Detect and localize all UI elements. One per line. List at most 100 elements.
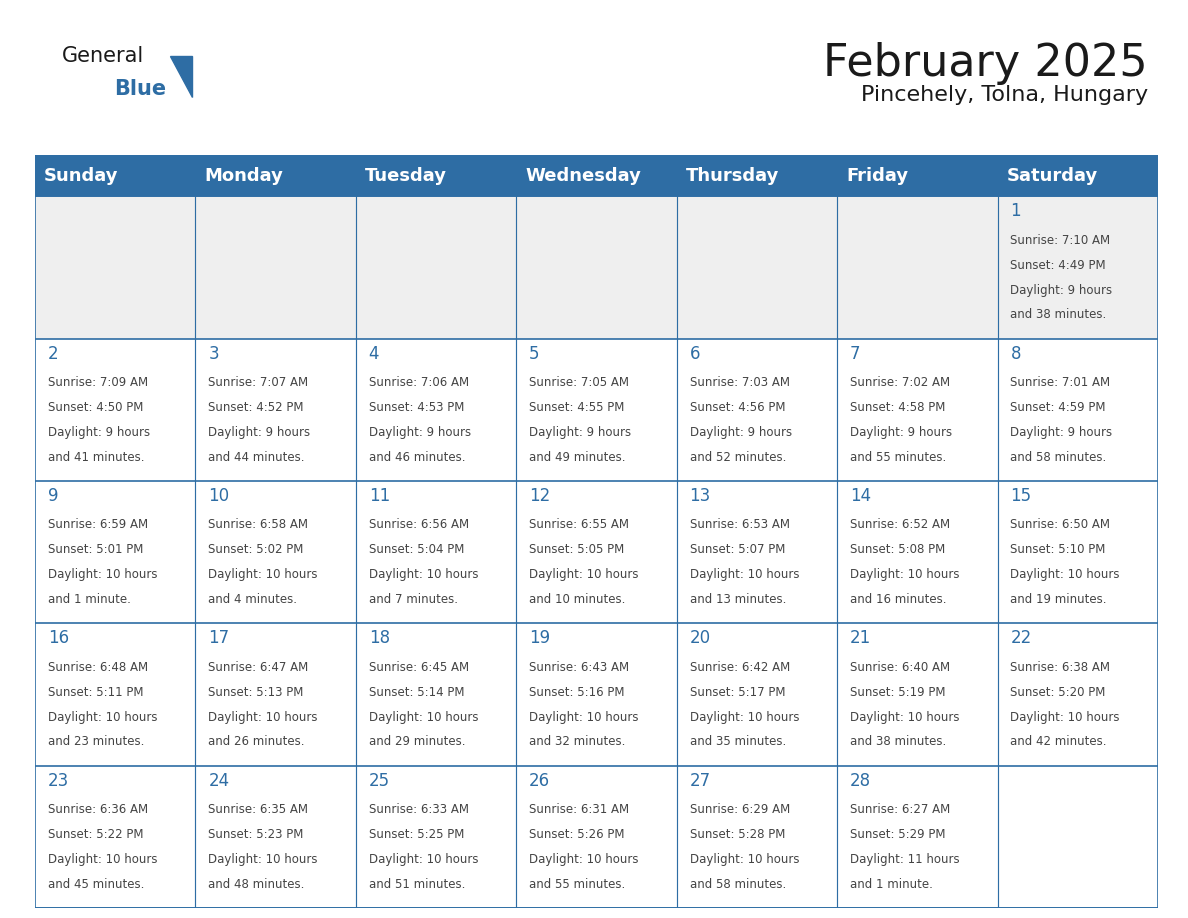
Bar	[998, 196, 1158, 339]
Text: Sunrise: 6:52 AM: Sunrise: 6:52 AM	[849, 519, 950, 532]
Text: and 52 minutes.: and 52 minutes.	[689, 451, 786, 464]
Text: Saturday: Saturday	[1006, 167, 1098, 185]
Text: Sunrise: 7:10 AM: Sunrise: 7:10 AM	[1011, 234, 1111, 247]
Text: Daylight: 10 hours: Daylight: 10 hours	[1011, 711, 1120, 723]
Text: 6: 6	[689, 345, 700, 363]
Text: 16: 16	[48, 630, 69, 647]
Text: Sunset: 5:04 PM: Sunset: 5:04 PM	[368, 543, 465, 556]
Bar	[196, 196, 356, 339]
Text: Sunrise: 7:07 AM: Sunrise: 7:07 AM	[208, 376, 309, 389]
Text: Daylight: 10 hours: Daylight: 10 hours	[368, 711, 479, 723]
Bar	[196, 623, 356, 766]
Text: and 23 minutes.: and 23 minutes.	[48, 735, 144, 748]
Text: Daylight: 9 hours: Daylight: 9 hours	[849, 426, 952, 439]
Bar	[677, 339, 838, 481]
Text: and 29 minutes.: and 29 minutes.	[368, 735, 466, 748]
Bar	[356, 623, 517, 766]
Text: Sunrise: 6:35 AM: Sunrise: 6:35 AM	[208, 803, 308, 816]
Text: Sunset: 4:50 PM: Sunset: 4:50 PM	[48, 401, 144, 414]
Bar	[34, 481, 196, 623]
Text: Daylight: 9 hours: Daylight: 9 hours	[208, 426, 310, 439]
Text: and 42 minutes.: and 42 minutes.	[1011, 735, 1107, 748]
Text: Sunrise: 6:59 AM: Sunrise: 6:59 AM	[48, 519, 148, 532]
Text: Daylight: 10 hours: Daylight: 10 hours	[48, 711, 157, 723]
Bar	[517, 623, 677, 766]
Text: Friday: Friday	[846, 167, 909, 185]
Bar	[838, 623, 998, 766]
Text: 12: 12	[529, 487, 550, 505]
Text: 18: 18	[368, 630, 390, 647]
Text: Sunset: 5:17 PM: Sunset: 5:17 PM	[689, 686, 785, 699]
Text: 5: 5	[529, 345, 539, 363]
Text: Sunrise: 7:03 AM: Sunrise: 7:03 AM	[689, 376, 790, 389]
Bar	[34, 766, 196, 908]
Text: Daylight: 9 hours: Daylight: 9 hours	[368, 426, 470, 439]
Text: Sunrise: 6:55 AM: Sunrise: 6:55 AM	[529, 519, 630, 532]
Bar	[677, 766, 838, 908]
Text: Pincehely, Tolna, Hungary: Pincehely, Tolna, Hungary	[861, 85, 1148, 105]
Text: Daylight: 10 hours: Daylight: 10 hours	[1011, 568, 1120, 581]
Bar	[356, 196, 517, 339]
Bar	[34, 339, 196, 481]
Text: 3: 3	[208, 345, 219, 363]
Text: Sunrise: 6:48 AM: Sunrise: 6:48 AM	[48, 661, 148, 674]
Text: Wednesday: Wednesday	[525, 167, 642, 185]
Text: Daylight: 10 hours: Daylight: 10 hours	[48, 853, 157, 866]
Text: Blue: Blue	[114, 79, 166, 99]
Text: Thursday: Thursday	[685, 167, 779, 185]
Text: and 10 minutes.: and 10 minutes.	[529, 593, 626, 606]
Text: Daylight: 10 hours: Daylight: 10 hours	[368, 853, 479, 866]
Text: 7: 7	[849, 345, 860, 363]
Bar	[838, 196, 998, 339]
Text: Sunset: 5:20 PM: Sunset: 5:20 PM	[1011, 686, 1106, 699]
Text: 25: 25	[368, 772, 390, 789]
Text: Daylight: 10 hours: Daylight: 10 hours	[208, 568, 317, 581]
Text: Daylight: 9 hours: Daylight: 9 hours	[48, 426, 150, 439]
Text: 19: 19	[529, 630, 550, 647]
Bar	[838, 339, 998, 481]
Text: Sunset: 5:25 PM: Sunset: 5:25 PM	[368, 828, 465, 841]
Bar	[517, 339, 677, 481]
Bar	[196, 766, 356, 908]
Text: 10: 10	[208, 487, 229, 505]
Text: 13: 13	[689, 487, 710, 505]
Text: and 19 minutes.: and 19 minutes.	[1011, 593, 1107, 606]
Text: 20: 20	[689, 630, 710, 647]
Text: and 51 minutes.: and 51 minutes.	[368, 878, 465, 890]
Bar	[838, 766, 998, 908]
Text: Daylight: 9 hours: Daylight: 9 hours	[1011, 426, 1112, 439]
Text: 14: 14	[849, 487, 871, 505]
Text: and 32 minutes.: and 32 minutes.	[529, 735, 626, 748]
Text: Sunset: 5:13 PM: Sunset: 5:13 PM	[208, 686, 304, 699]
Text: and 44 minutes.: and 44 minutes.	[208, 451, 305, 464]
Text: 1: 1	[1011, 203, 1020, 220]
Text: Sunrise: 6:50 AM: Sunrise: 6:50 AM	[1011, 519, 1111, 532]
Text: 9: 9	[48, 487, 58, 505]
Bar	[998, 623, 1158, 766]
Bar	[677, 623, 838, 766]
Text: Sunrise: 7:01 AM: Sunrise: 7:01 AM	[1011, 376, 1111, 389]
Text: 2: 2	[48, 345, 58, 363]
Text: Sunrise: 7:02 AM: Sunrise: 7:02 AM	[849, 376, 950, 389]
Text: Sunset: 4:53 PM: Sunset: 4:53 PM	[368, 401, 465, 414]
Text: 23: 23	[48, 772, 69, 789]
Text: Sunrise: 6:31 AM: Sunrise: 6:31 AM	[529, 803, 630, 816]
Text: Daylight: 11 hours: Daylight: 11 hours	[849, 853, 960, 866]
Bar	[196, 481, 356, 623]
Text: and 13 minutes.: and 13 minutes.	[689, 593, 786, 606]
Text: Sunrise: 6:29 AM: Sunrise: 6:29 AM	[689, 803, 790, 816]
Text: and 4 minutes.: and 4 minutes.	[208, 593, 297, 606]
Text: 28: 28	[849, 772, 871, 789]
Text: 26: 26	[529, 772, 550, 789]
Text: Sunset: 5:05 PM: Sunset: 5:05 PM	[529, 543, 625, 556]
Text: Sunset: 5:01 PM: Sunset: 5:01 PM	[48, 543, 144, 556]
Polygon shape	[170, 56, 192, 97]
Text: and 38 minutes.: and 38 minutes.	[849, 735, 946, 748]
Text: and 58 minutes.: and 58 minutes.	[1011, 451, 1107, 464]
Text: Sunset: 5:14 PM: Sunset: 5:14 PM	[368, 686, 465, 699]
Bar	[356, 766, 517, 908]
Text: Daylight: 10 hours: Daylight: 10 hours	[529, 568, 639, 581]
Text: Sunday: Sunday	[44, 167, 119, 185]
Text: Sunrise: 6:43 AM: Sunrise: 6:43 AM	[529, 661, 630, 674]
Text: Sunset: 4:56 PM: Sunset: 4:56 PM	[689, 401, 785, 414]
